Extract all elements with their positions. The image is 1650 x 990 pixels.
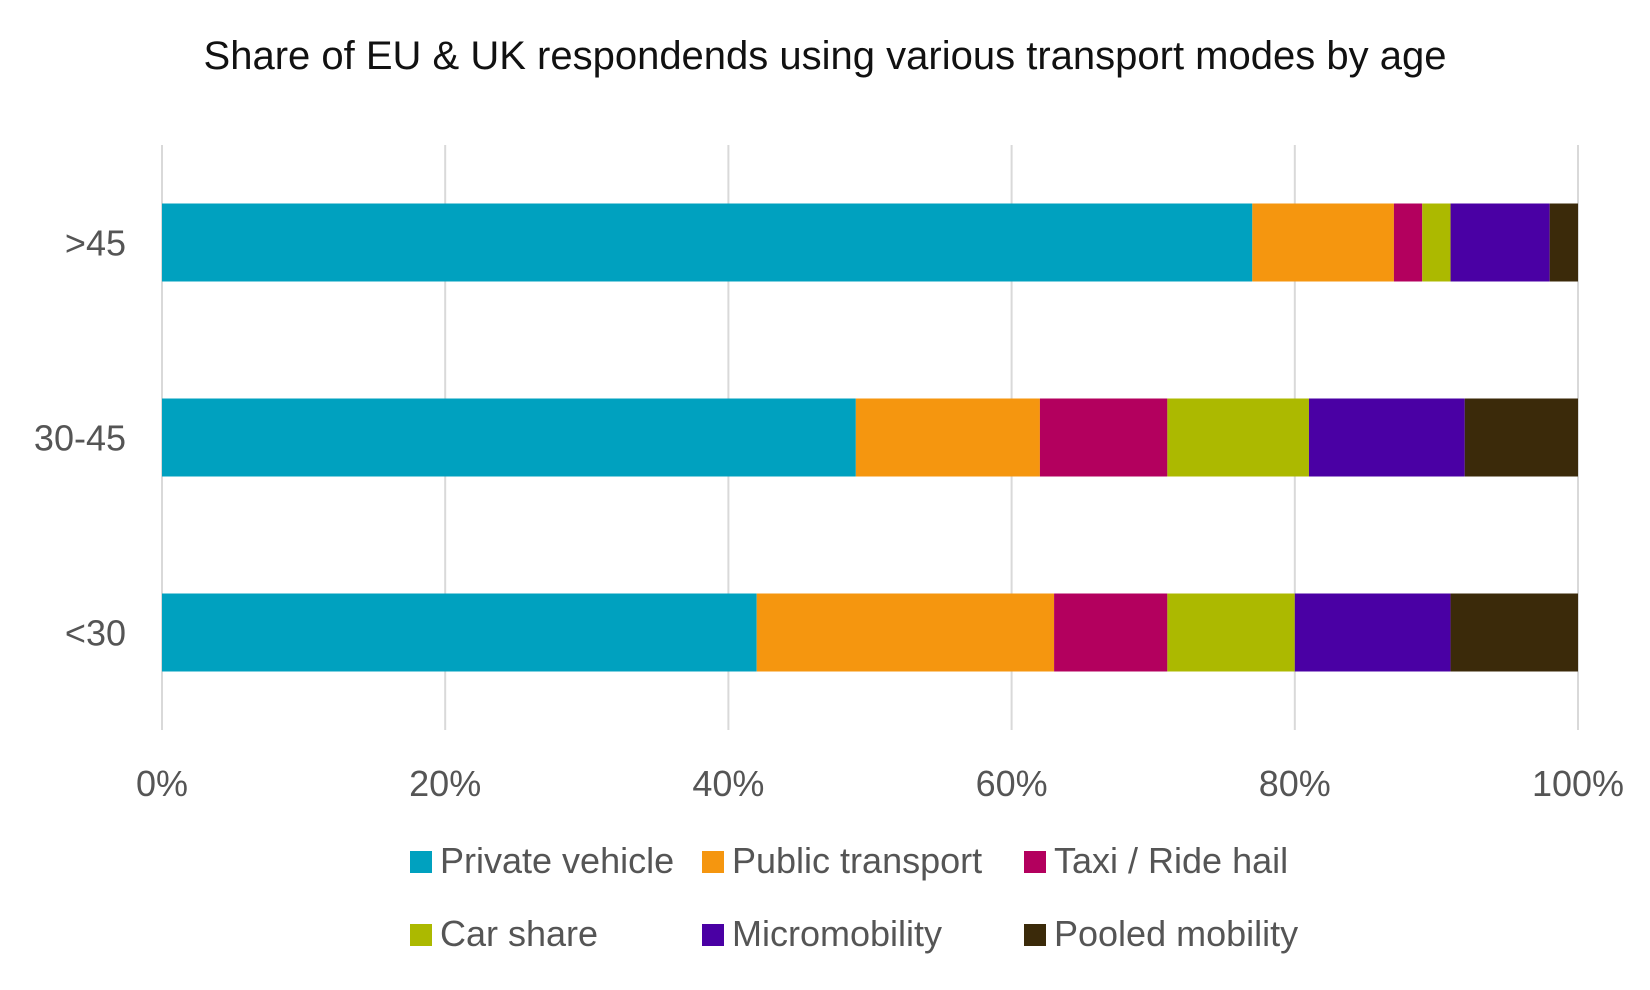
x-tick-label: 100%	[1532, 763, 1624, 804]
bar-segment	[756, 593, 1055, 672]
bar-segment	[1422, 203, 1451, 282]
bars	[162, 203, 1578, 672]
bar-segment	[1464, 398, 1578, 477]
x-tick-label: 40%	[692, 763, 764, 804]
legend-swatch	[702, 851, 724, 873]
legend-swatch	[410, 924, 432, 946]
bar-segment	[162, 398, 856, 477]
x-tick-label: 20%	[409, 763, 481, 804]
legend-label: Taxi / Ride hail	[1054, 840, 1288, 881]
x-tick-label: 0%	[136, 763, 188, 804]
category-labels: >45 30-45 <30	[34, 223, 126, 654]
category-label: >45	[65, 223, 126, 264]
category-label: 30-45	[34, 418, 126, 459]
bar-segment	[1252, 203, 1394, 282]
bar-segment	[162, 593, 757, 672]
legend-swatch	[702, 924, 724, 946]
bar-segment	[1549, 203, 1578, 282]
bar-segment	[1450, 593, 1578, 672]
legend-label: Private vehicle	[440, 840, 674, 881]
bar-segment	[1308, 398, 1465, 477]
bar-segment	[1167, 398, 1309, 477]
category-label: <30	[65, 613, 126, 654]
legend-swatch	[1024, 851, 1046, 873]
bar-segment	[1450, 203, 1550, 282]
bar-segment	[1393, 203, 1423, 282]
x-axis-ticks: 0% 20% 40% 60% 80% 100%	[136, 763, 1624, 804]
x-tick-label: 80%	[1259, 763, 1331, 804]
bar-segment	[1167, 593, 1295, 672]
legend-label: Public transport	[732, 840, 982, 881]
bar-segment	[1054, 593, 1168, 672]
legend-label: Car share	[440, 913, 598, 954]
bar-segment	[1294, 593, 1451, 672]
chart-title: Share of EU & UK respondends using vario…	[203, 34, 1447, 78]
bar-segment	[855, 398, 1040, 477]
legend: Private vehicle Public transport Taxi / Ri…	[410, 840, 1298, 954]
legend-label: Micromobility	[732, 913, 942, 954]
x-tick-label: 60%	[976, 763, 1048, 804]
legend-label: Pooled mobility	[1054, 913, 1298, 954]
bar-segment	[162, 203, 1253, 282]
bar-segment	[1039, 398, 1168, 477]
legend-swatch	[410, 851, 432, 873]
legend-swatch	[1024, 924, 1046, 946]
